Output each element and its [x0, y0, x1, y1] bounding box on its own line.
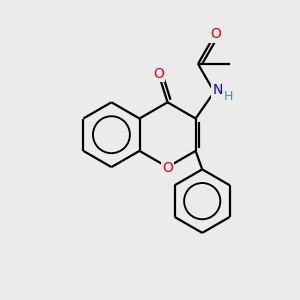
Text: O: O: [210, 27, 221, 41]
Text: O: O: [153, 67, 164, 81]
Text: O: O: [162, 161, 173, 175]
Text: H: H: [224, 90, 233, 103]
Text: N: N: [213, 83, 223, 98]
